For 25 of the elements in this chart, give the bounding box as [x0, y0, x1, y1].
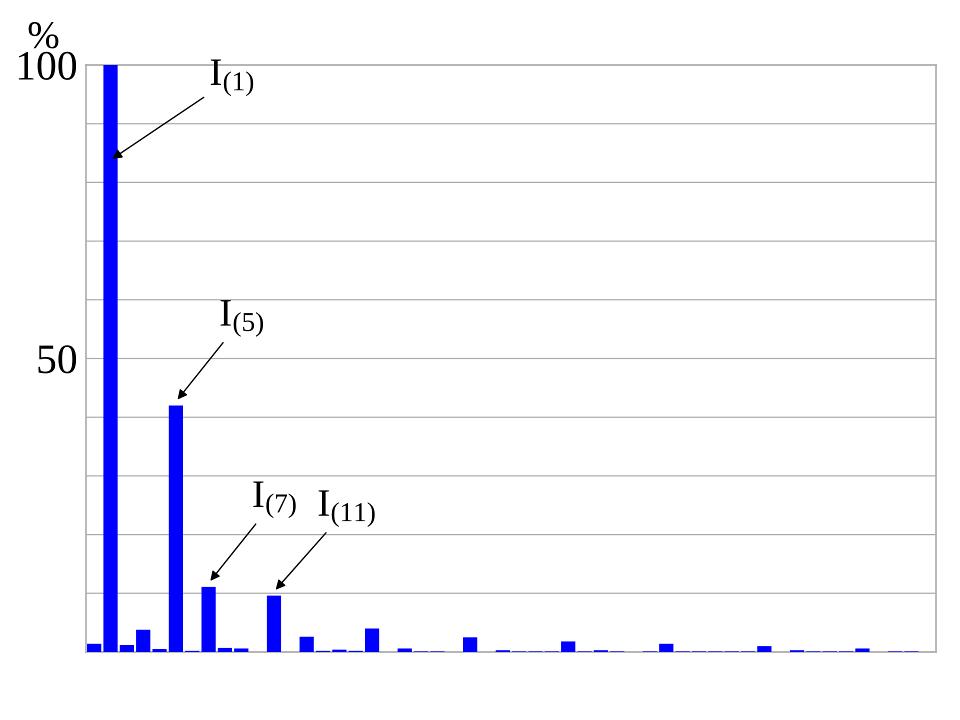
bar — [120, 644, 134, 652]
bar — [266, 596, 282, 652]
bar — [168, 405, 184, 652]
annotation: I$_{(11)}$ — [318, 490, 375, 527]
bar — [398, 648, 412, 652]
y-tick-label: 100 — [18, 52, 76, 80]
bar — [201, 586, 216, 652]
bar — [855, 648, 870, 652]
bar — [561, 641, 576, 652]
bar — [103, 65, 118, 652]
bar — [300, 636, 314, 652]
bar — [136, 630, 150, 652]
bar — [152, 649, 167, 652]
y-axis-title: % — [28, 22, 58, 48]
annotation: I$_{(5)}$ — [220, 300, 264, 337]
annotation: I$_{(1)}$ — [210, 59, 254, 96]
bar — [234, 648, 248, 652]
bar — [218, 648, 232, 652]
bar — [463, 637, 478, 652]
bar — [659, 644, 674, 652]
bar — [364, 628, 380, 652]
y-tick-label: 50 — [38, 345, 76, 374]
annotation: I$_{(7)}$ — [253, 482, 296, 518]
bar — [87, 644, 102, 652]
bar — [757, 646, 772, 652]
